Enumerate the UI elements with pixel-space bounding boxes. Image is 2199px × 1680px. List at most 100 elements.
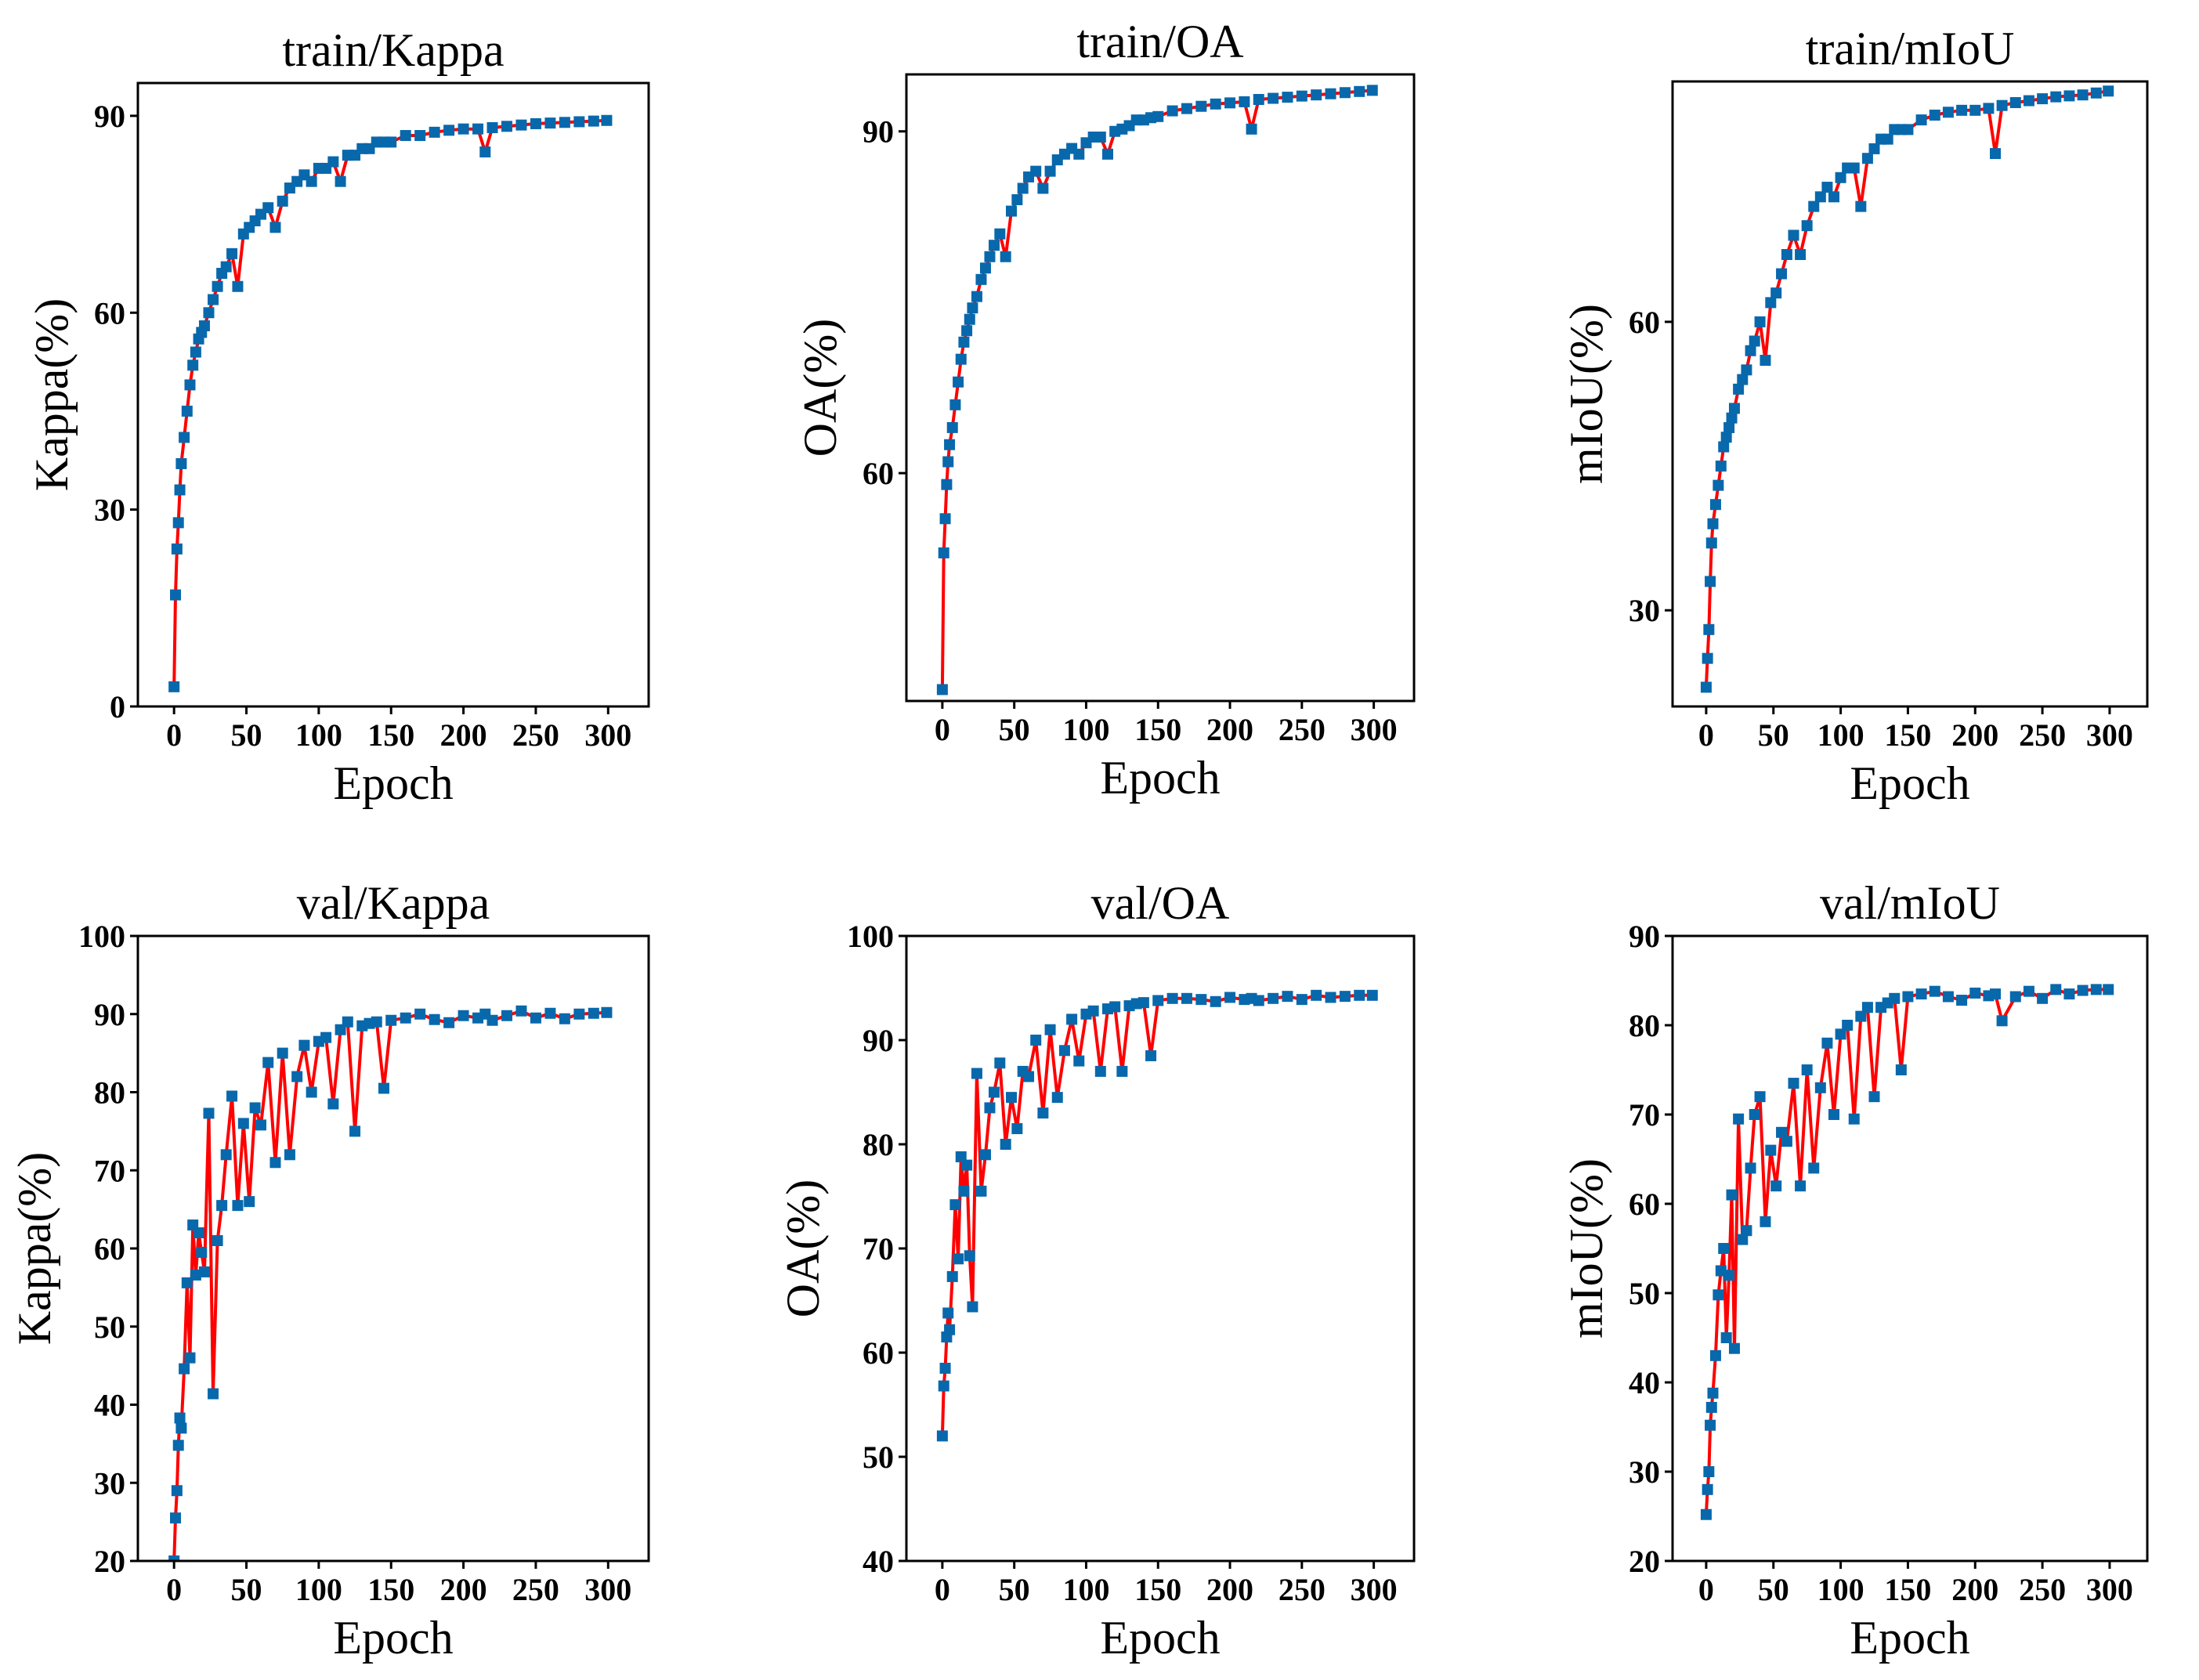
data-point xyxy=(942,456,954,468)
x-tick-label: 50 xyxy=(999,1572,1030,1607)
data-point xyxy=(1094,1065,1106,1077)
data-point xyxy=(208,1388,219,1400)
data-point xyxy=(1969,987,1981,999)
data-point xyxy=(203,1107,215,1119)
data-point xyxy=(1760,1216,1771,1227)
data-point xyxy=(291,1071,303,1082)
data-point xyxy=(944,1324,956,1335)
data-point xyxy=(1726,1189,1738,1201)
chart-title: val/Kappa xyxy=(297,877,490,929)
plot-area xyxy=(1700,984,2114,1520)
data-point xyxy=(1795,248,1807,260)
chart-panel-val-kappa: 0 50 100 150 200 250 300 20 30 40 50 60 70 80 90 100 val… xyxy=(9,877,650,1664)
data-point xyxy=(232,280,244,292)
data-point xyxy=(1366,989,1378,1001)
data-point xyxy=(1311,89,1322,101)
y-tick-label: 20 xyxy=(94,1544,125,1579)
data-point xyxy=(385,1014,397,1026)
y-tick-label: 60 xyxy=(1629,305,1660,340)
x-tick-label: 150 xyxy=(1134,1572,1181,1607)
data-point xyxy=(1116,1065,1128,1077)
y-tick-label: 100 xyxy=(78,919,125,954)
x-tick-label: 150 xyxy=(367,1572,414,1607)
y-tick-label: 30 xyxy=(94,493,125,528)
data-point xyxy=(1705,537,1717,549)
data-point xyxy=(349,1125,361,1137)
data-point xyxy=(1821,182,1833,193)
data-point xyxy=(443,125,455,136)
data-point xyxy=(994,228,1006,240)
data-point xyxy=(1733,1113,1745,1125)
x-tick-label: 200 xyxy=(440,717,487,753)
data-point xyxy=(1720,1332,1732,1343)
data-point xyxy=(1210,98,1221,110)
series-line xyxy=(1704,988,2109,1515)
data-point xyxy=(2063,90,2075,102)
x-axis-label: Epoch xyxy=(1100,752,1220,804)
data-point xyxy=(1760,355,1771,367)
data-point xyxy=(198,1266,210,1277)
data-point xyxy=(1929,985,1940,997)
data-point xyxy=(1705,576,1716,587)
chart-panel-train-kappa: 0 50 100 150 200 250 300 0 30 60 90 train/Kappa Epoc… xyxy=(26,24,650,809)
data-point xyxy=(1195,994,1207,1006)
x-tick-label: 300 xyxy=(1351,712,1398,747)
data-point xyxy=(170,1512,182,1524)
data-point xyxy=(544,117,556,129)
y-axis-label: OA(%) xyxy=(794,319,846,457)
data-point xyxy=(1718,1243,1730,1254)
data-point xyxy=(385,136,397,148)
data-point xyxy=(1726,412,1738,424)
data-point xyxy=(501,121,512,132)
axes-frame xyxy=(1671,80,2149,708)
data-point xyxy=(1745,345,1756,356)
y-tick-label: 50 xyxy=(94,1310,125,1345)
data-point xyxy=(975,273,987,285)
data-point xyxy=(1741,1225,1752,1237)
data-point xyxy=(1835,172,1846,183)
data-point xyxy=(953,1253,964,1265)
series-line xyxy=(172,118,607,687)
data-point xyxy=(1868,1091,1880,1103)
data-point xyxy=(1066,1013,1078,1025)
data-point xyxy=(559,117,570,128)
data-point xyxy=(1801,220,1813,232)
data-point xyxy=(2090,87,2102,99)
data-point xyxy=(198,320,210,332)
data-point xyxy=(181,1277,193,1288)
data-point xyxy=(2077,985,2089,996)
y-tick-label: 70 xyxy=(94,1153,125,1188)
data-point xyxy=(168,1555,180,1561)
x-tick-label: 200 xyxy=(1951,1572,1998,1607)
data-point xyxy=(1770,287,1782,299)
x-tick-label: 0 xyxy=(935,712,950,747)
x-tick-label: 250 xyxy=(512,1572,559,1607)
data-point xyxy=(1745,1162,1756,1174)
data-point xyxy=(1707,1387,1719,1399)
data-point xyxy=(955,353,967,365)
data-point xyxy=(1030,165,1042,177)
plot-area xyxy=(1700,85,2114,693)
x-tick-label: 50 xyxy=(231,717,262,753)
data-point xyxy=(1705,1419,1716,1431)
x-tick-label: 250 xyxy=(512,717,559,753)
data-point xyxy=(944,439,956,450)
chart-panel-val-oa: 0 50 100 150 200 250 300 40 50 60 70 80 90 100 val/OA E… xyxy=(777,877,1416,1664)
x-axis-label: Epoch xyxy=(333,757,453,809)
y-tick-label: 50 xyxy=(1629,1276,1660,1311)
data-point xyxy=(1354,85,1365,97)
data-point xyxy=(220,261,232,273)
data-point xyxy=(949,1199,961,1211)
x-tick-label: 300 xyxy=(1351,1572,1398,1607)
data-point xyxy=(601,114,613,126)
data-point xyxy=(1181,992,1192,1004)
x-tick-label: 100 xyxy=(1062,1572,1109,1607)
x-tick-label: 250 xyxy=(1279,1572,1326,1607)
data-point xyxy=(187,359,199,371)
data-point xyxy=(936,684,948,695)
data-point xyxy=(984,1102,996,1114)
data-point xyxy=(988,1086,1000,1098)
data-point xyxy=(1848,162,1860,174)
data-point xyxy=(414,1008,426,1020)
data-point xyxy=(1749,335,1760,347)
